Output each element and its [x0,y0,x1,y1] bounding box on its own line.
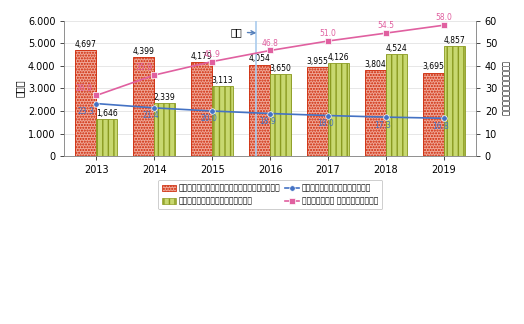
Bar [386,54,407,156]
Bar [249,64,270,156]
Bar [423,73,444,156]
Bar [191,62,212,156]
Text: 54.5: 54.5 [377,21,395,30]
Y-axis label: ダウンロード数／契約数: ダウンロード数／契約数 [500,61,509,116]
Bar [307,67,328,156]
Text: 51.0: 51.0 [320,29,336,38]
Text: 16.8: 16.8 [433,122,450,131]
Text: 4,857: 4,857 [443,36,465,45]
Bar [96,119,117,156]
Text: 3,804: 3,804 [365,60,387,69]
Text: 17.3: 17.3 [375,121,391,130]
Text: 18.9: 18.9 [259,117,276,126]
Text: 21.4: 21.4 [143,111,160,120]
Text: 41.9: 41.9 [204,50,221,59]
Bar [134,57,154,156]
Text: 26.9: 26.9 [75,84,92,93]
Bar [365,70,386,156]
Text: 3,650: 3,650 [270,64,291,73]
Text: 3,113: 3,113 [212,75,233,85]
Text: 4,054: 4,054 [249,54,270,64]
Legend: 音楽配信（ダウンロード型）売上高（百万ドル）, 定額制音楽配信売上高（百万ドル）, 音楽配信ダウンロード数（億回）, 定額制音楽配信 契約数（百万契約）: 音楽配信（ダウンロード型）売上高（百万ドル）, 定額制音楽配信売上高（百万ドル）… [158,180,382,209]
Text: 3,955: 3,955 [307,57,329,66]
Y-axis label: 売上高: 売上高 [15,80,25,97]
Text: 18.0: 18.0 [317,119,334,128]
Text: 2,339: 2,339 [154,93,176,102]
Text: 46.8: 46.8 [261,39,279,48]
Text: 4,524: 4,524 [386,44,407,53]
Bar [75,50,96,156]
Text: 20.0: 20.0 [201,114,218,123]
Text: 23.3: 23.3 [78,107,94,116]
Bar [328,63,349,156]
Text: 4,179: 4,179 [191,52,213,61]
Bar [270,74,291,156]
Text: 4,126: 4,126 [328,53,350,62]
Text: 4,697: 4,697 [75,40,97,49]
Bar [154,103,175,156]
Text: 3,695: 3,695 [422,63,444,72]
Text: 予測: 予測 [230,27,255,37]
Text: 58.0: 58.0 [435,14,452,22]
Text: 4,399: 4,399 [133,47,155,56]
Text: 1,646: 1,646 [96,109,117,118]
Bar [444,46,465,156]
Bar [212,86,233,156]
Text: 35.9: 35.9 [135,64,152,72]
